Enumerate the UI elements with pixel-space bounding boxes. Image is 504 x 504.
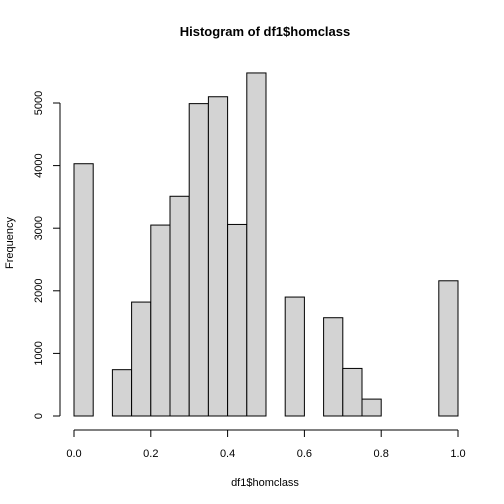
histogram-bar xyxy=(246,72,267,417)
histogram-bar xyxy=(284,296,305,417)
histogram-bar xyxy=(188,103,209,417)
histogram-bar xyxy=(207,96,229,417)
y-tick-label: 0 xyxy=(33,413,45,419)
histogram-bar xyxy=(111,369,133,417)
histogram-bar xyxy=(131,301,152,417)
x-tick-label: 1.0 xyxy=(450,448,465,460)
histogram-bar xyxy=(438,280,459,417)
y-axis: 0 1000 2000 3000 4000 5000 xyxy=(33,91,61,419)
histogram-bar xyxy=(342,367,363,417)
histogram-bar xyxy=(169,195,190,417)
bars-group xyxy=(73,72,459,417)
histogram-bar xyxy=(361,398,382,417)
y-tick-label: 4000 xyxy=(33,153,45,177)
x-tick-label: 0.8 xyxy=(374,448,389,460)
x-tick-label: 0.4 xyxy=(220,448,235,460)
y-tick-label: 5000 xyxy=(33,91,45,115)
x-axis: 0.0 0.2 0.4 0.6 0.8 1.0 xyxy=(66,429,466,460)
chart-title: Histogram of df1$homclass xyxy=(180,24,351,39)
histogram-bar xyxy=(227,223,248,417)
x-axis-label: df1$homclass xyxy=(231,477,299,489)
y-tick-label: 1000 xyxy=(33,341,45,365)
x-tick-label: 0.0 xyxy=(66,448,81,460)
x-tick-label: 0.2 xyxy=(143,448,158,460)
y-tick-label: 3000 xyxy=(33,216,45,240)
histogram-bar xyxy=(150,224,171,417)
y-tick-label: 2000 xyxy=(33,279,45,303)
y-axis-label: Frequency xyxy=(4,217,16,269)
histogram-bar xyxy=(323,317,344,417)
x-tick-label: 0.6 xyxy=(297,448,312,460)
histogram-bar xyxy=(73,163,94,417)
